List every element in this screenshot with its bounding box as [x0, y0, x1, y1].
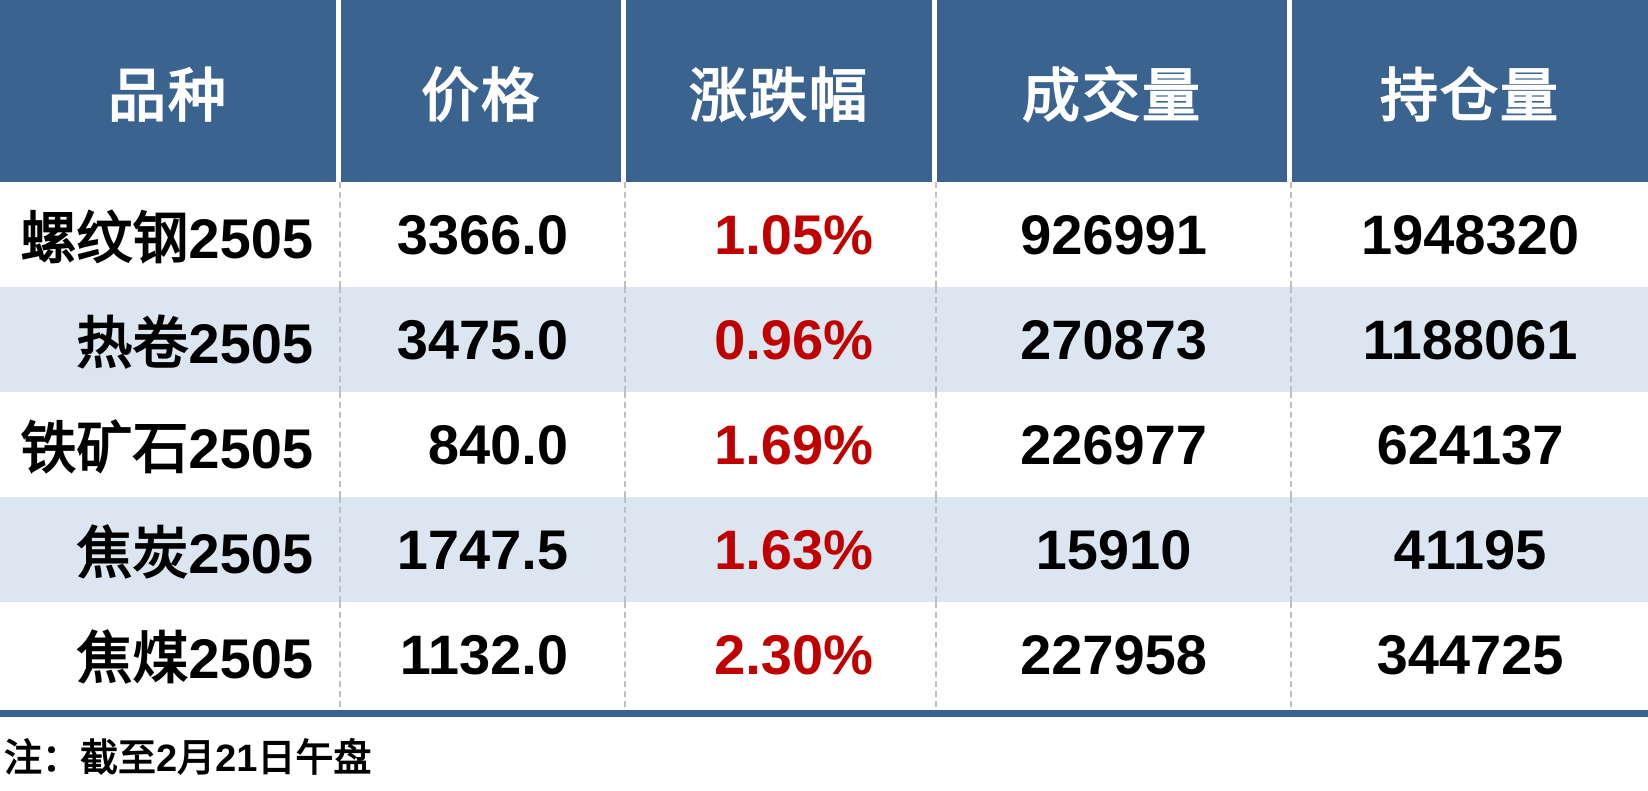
- table-bottom-rule: [0, 710, 1648, 717]
- price-cell: 1132.0: [341, 602, 626, 707]
- futures-table: 品种 价格 涨跌幅 成交量 持仓量 螺纹钢2505 3366.0 1.05% 9…: [0, 0, 1648, 707]
- open-interest-cell: 624137: [1376, 413, 1564, 476]
- volume-cell: 227958: [937, 602, 1292, 707]
- volume-cell: 226977: [937, 392, 1292, 497]
- column-header-change: 涨跌幅: [626, 0, 937, 182]
- open-interest-cell: 41195: [1292, 497, 1648, 602]
- column-header-open-interest: 持仓量: [1292, 0, 1648, 182]
- change-cell: 1.05%: [626, 182, 937, 287]
- price-cell: 840.0: [341, 392, 626, 497]
- variety-cell: 铁矿石2505: [0, 392, 341, 497]
- volume-cell: 15910: [937, 497, 1292, 602]
- variety-cell: 螺纹钢2505: [0, 182, 341, 287]
- price-cell: 1747.5: [341, 497, 626, 602]
- open-interest-cell: 344725: [1376, 623, 1564, 686]
- change-cell: 0.96%: [626, 287, 937, 392]
- column-header-variety: 品种: [0, 0, 341, 182]
- variety-cell: 热卷2505: [0, 287, 341, 392]
- variety-cell: 焦炭2505: [0, 497, 341, 602]
- column-header-price: 价格: [341, 0, 626, 182]
- change-cell: 1.63%: [626, 497, 937, 602]
- open-interest-cell: 1188061: [1292, 287, 1648, 392]
- change-cell: 1.69%: [626, 392, 937, 497]
- footnote: 注：截至2月21日午盘: [4, 737, 372, 780]
- price-cell: 3475.0: [341, 287, 626, 392]
- change-cell: 2.30%: [626, 602, 937, 707]
- price-cell: 3366.0: [341, 182, 626, 287]
- volume-cell: 926991: [937, 182, 1292, 287]
- volume-cell: 270873: [937, 287, 1292, 392]
- variety-cell: 焦煤2505: [0, 602, 341, 707]
- open-interest-cell: 1948320: [1360, 203, 1579, 266]
- column-header-volume: 成交量: [937, 0, 1292, 182]
